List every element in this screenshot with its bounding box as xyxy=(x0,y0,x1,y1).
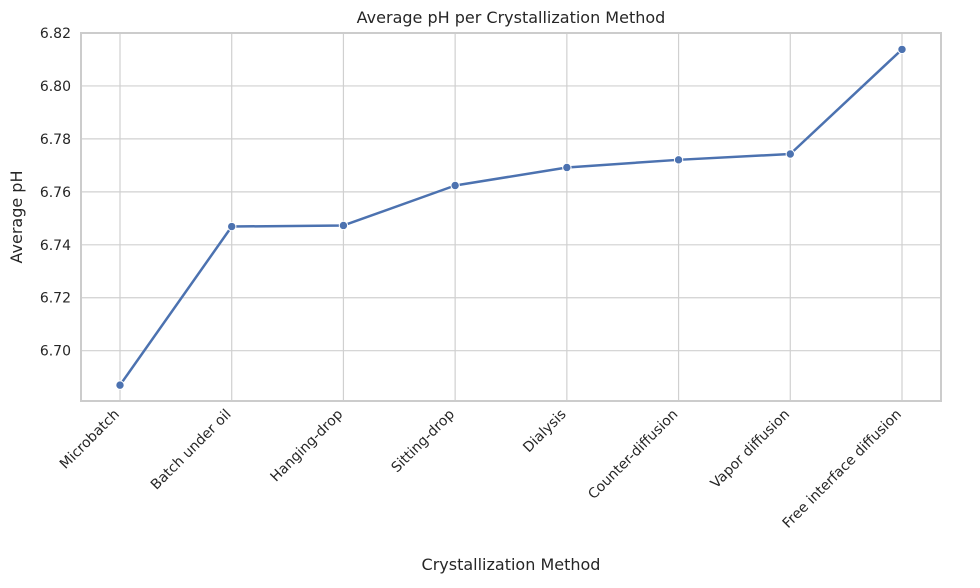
y-tick-label: 6.72 xyxy=(40,291,71,307)
data-point xyxy=(785,149,795,159)
x-tick-label: Counter-diffusion xyxy=(585,407,681,503)
x-tick-label: Batch under oil xyxy=(148,407,235,494)
y-tick-label: 6.82 xyxy=(40,26,71,42)
series-line xyxy=(118,48,904,387)
x-tick-labels: Microbatch Batch under oil Hanging-drop Sit… xyxy=(57,406,905,531)
y-tick-label: 6.74 xyxy=(40,238,71,254)
series-markers xyxy=(115,44,907,390)
x-tick-label: Sitting-drop xyxy=(388,406,458,476)
y-tick-label: 6.70 xyxy=(40,344,71,360)
data-point xyxy=(227,221,237,232)
data-point xyxy=(562,162,572,173)
data-point xyxy=(673,155,684,165)
y-tick-label: 6.78 xyxy=(40,132,71,148)
x-axis-label: Crystallization Method xyxy=(422,555,601,574)
x-tick-label: Hanging-drop xyxy=(268,406,347,485)
x-tick-label: Microbatch xyxy=(57,407,123,473)
grid-lines xyxy=(81,32,941,401)
y-tick-labels: 6.70 6.72 6.74 6.76 6.78 6.80 6.82 xyxy=(40,26,71,360)
x-tick-label: Vapor diffusion xyxy=(708,407,793,492)
x-tick-label: Dialysis xyxy=(520,407,569,456)
data-point xyxy=(450,180,460,191)
y-tick-label: 6.80 xyxy=(40,79,71,95)
y-axis-label: Average pH xyxy=(7,171,26,264)
data-point xyxy=(897,44,907,55)
y-tick-label: 6.76 xyxy=(40,185,71,201)
data-point xyxy=(115,380,125,390)
plot-frame xyxy=(80,32,942,402)
chart-title: Average pH per Crystallization Method xyxy=(357,8,666,27)
x-tick-label: Free interface diffusion xyxy=(780,407,905,532)
data-point xyxy=(338,220,349,231)
